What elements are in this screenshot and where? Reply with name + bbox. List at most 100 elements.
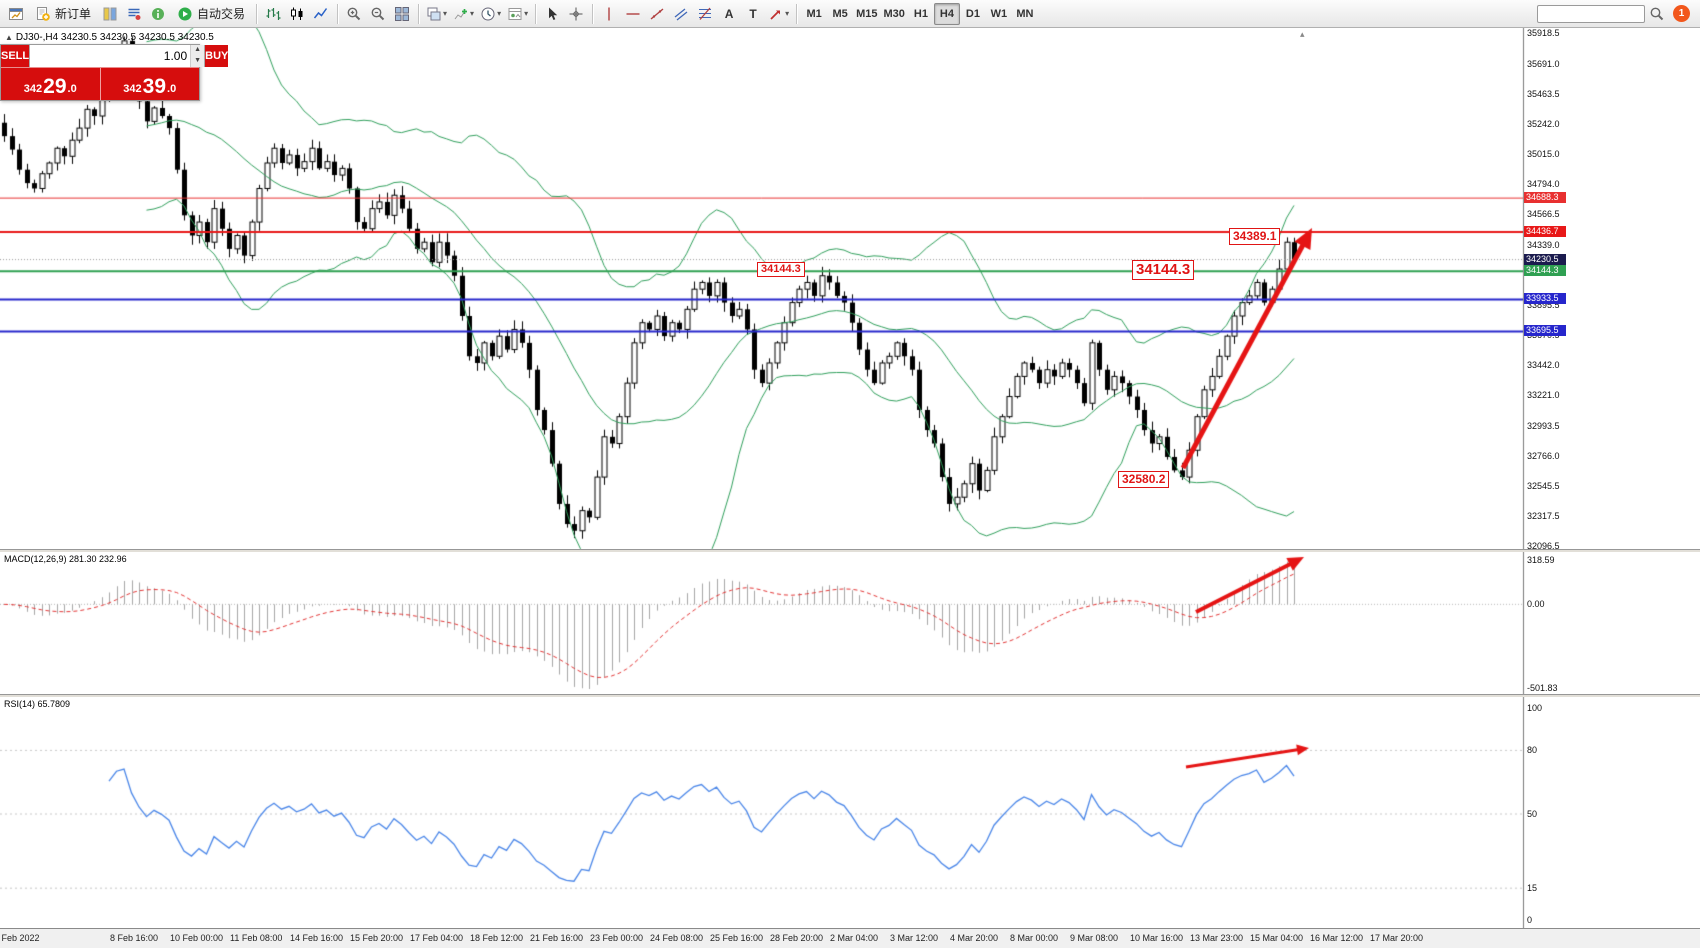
cursor-button[interactable] — [540, 3, 564, 25]
zoom-in-button[interactable] — [342, 3, 366, 25]
timeframe-d1[interactable]: D1 — [965, 7, 980, 20]
vertical-line-button[interactable] — [597, 3, 621, 25]
chevron-down-icon: ▾ — [497, 9, 502, 18]
time-axis-label: 14 Feb 16:00 — [290, 933, 344, 943]
time-axis-label: 15 Mar 04:00 — [1250, 933, 1304, 943]
candlestick-chart-icon — [289, 6, 305, 22]
timeframe-h1[interactable]: H1 — [913, 7, 928, 20]
zoom-out-button[interactable] — [366, 3, 390, 25]
volume-input[interactable] — [30, 45, 191, 67]
autotrading-button[interactable]: 自动交易 — [170, 3, 252, 25]
autotrading-icon — [177, 6, 193, 22]
chart-title: ▲ DJ30-,H4 34230.5 34230.5 34230.5 34230.… — [5, 32, 214, 43]
bar-chart-button[interactable] — [261, 3, 285, 25]
rsi-panel-separator[interactable] — [0, 694, 1700, 697]
toolbar-separator — [796, 3, 798, 24]
chart-profiles-button[interactable] — [98, 3, 122, 25]
time-axis-label: 4 Mar 20:00 — [950, 933, 999, 943]
symbol-marker-icon: ▲ — [5, 33, 13, 42]
templates-button[interactable]: ▾ — [504, 3, 531, 25]
templates-icon — [507, 6, 523, 22]
channel-button[interactable] — [669, 3, 693, 25]
time-axis-label: 10 Mar 16:00 — [1130, 933, 1184, 943]
tile-windows-icon — [394, 6, 410, 22]
autotrading-label: 自动交易 — [197, 7, 246, 21]
fibonacci-button[interactable] — [693, 3, 717, 25]
time-axis[interactable]: 8 Feb 2022 8 Feb 16:00 10 Feb 00:00 11 Feb … — [0, 928, 1700, 948]
bar-chart-icon — [265, 6, 281, 22]
chevron-down-icon: ▾ — [524, 9, 529, 18]
candlestick-chart-button[interactable] — [285, 3, 309, 25]
chart-title-text: DJ30-,H4 34230.5 34230.5 34230.5 34230.5 — [15, 32, 214, 43]
search-button[interactable] — [1645, 3, 1669, 25]
crosshair-icon — [568, 6, 584, 22]
toolbar-separator — [592, 3, 594, 24]
time-axis-label: 2 Mar 04:00 — [830, 933, 879, 943]
text-button[interactable]: A — [724, 6, 734, 21]
timeframe-h4[interactable]: H4 — [933, 2, 960, 25]
channel-icon — [673, 6, 689, 22]
time-axis-label: 25 Feb 16:00 — [710, 933, 764, 943]
data-window-button[interactable] — [146, 3, 170, 25]
notification-badge[interactable]: 1 — [1673, 5, 1690, 22]
volume-stepper: ▲ ▼ — [190, 45, 205, 67]
price-divider — [99, 68, 101, 100]
buy-price[interactable]: 342 39.0 — [101, 68, 200, 100]
buy-button[interactable]: BUY — [205, 45, 229, 67]
line-chart-button[interactable] — [309, 3, 333, 25]
macd-label: MACD(12,26,9) 281.30 232.96 — [4, 554, 127, 564]
arrows-tool-button[interactable]: ▾ — [765, 3, 792, 25]
indicators-icon — [453, 6, 469, 22]
new-order-button[interactable]: 新订单 — [28, 3, 98, 25]
time-axis-label: 28 Feb 20:00 — [770, 933, 824, 943]
volume-up-button[interactable]: ▲ — [194, 46, 202, 53]
volume-field: ▲ ▼ — [29, 45, 206, 67]
cascade-windows-button[interactable]: ▾ — [423, 3, 450, 25]
market-watch-icon — [126, 6, 142, 22]
sell-price-prefix: 342 — [23, 83, 43, 95]
timeframe-m15[interactable]: M15 — [856, 7, 878, 20]
time-axis-label: 8 Feb 2022 — [0, 933, 40, 943]
timeframe-m5[interactable]: M5 — [832, 7, 848, 20]
volume-down-button[interactable]: ▼ — [194, 57, 202, 64]
crosshair-button[interactable] — [564, 3, 588, 25]
fibonacci-icon — [697, 6, 713, 22]
indicators-button[interactable]: ▾ — [450, 3, 477, 25]
new-order-icon — [35, 6, 51, 22]
toolbar-separator — [418, 3, 420, 24]
main-toolbar: 新订单 自动交易 — [0, 0, 1700, 28]
timeframe-group: M1 M5 M15 M30 H1 H4 D1 W1 MN — [801, 2, 1038, 25]
sell-button[interactable]: SELL — [1, 45, 30, 67]
price-chart-canvas[interactable] — [0, 28, 1700, 928]
time-axis-label: 15 Feb 20:00 — [350, 933, 404, 943]
timeframe-m30[interactable]: M30 — [883, 7, 905, 20]
market-watch-button[interactable] — [122, 3, 146, 25]
text-label-button[interactable]: T — [749, 6, 757, 21]
sell-price[interactable]: 342 29.0 — [1, 68, 100, 100]
chart-workspace: ▲ DJ30-,H4 34230.5 34230.5 34230.5 34230.… — [0, 28, 1700, 948]
cascade-windows-icon — [426, 6, 442, 22]
buy-price-frac: .0 — [167, 83, 177, 95]
arrow-tool-icon — [768, 6, 784, 22]
time-axis-label: 11 Feb 08:00 — [230, 933, 283, 943]
periods-button[interactable]: ▾ — [477, 3, 504, 25]
chart-shift-marker[interactable]: ▴ — [1300, 29, 1305, 39]
time-axis-label: 17 Mar 20:00 — [1370, 933, 1424, 943]
time-axis-label: 13 Mar 23:00 — [1190, 933, 1244, 943]
chart-profiles-icon — [102, 6, 118, 22]
chart-window-button[interactable] — [4, 3, 28, 25]
time-axis-label: 16 Mar 12:00 — [1310, 933, 1364, 943]
macd-panel-separator[interactable] — [0, 549, 1700, 552]
timeframe-w1[interactable]: W1 — [990, 7, 1008, 20]
tile-windows-button[interactable] — [390, 3, 414, 25]
time-axis-label: 9 Mar 08:00 — [1070, 933, 1119, 943]
timeframe-m1[interactable]: M1 — [806, 7, 822, 20]
time-axis-label: 18 Feb 12:00 — [470, 933, 524, 943]
search-input[interactable] — [1537, 4, 1645, 23]
chevron-down-icon: ▾ — [470, 9, 475, 18]
timeframe-mn[interactable]: MN — [1016, 7, 1034, 20]
zoom-out-icon — [370, 6, 386, 22]
horizontal-line-button[interactable] — [621, 3, 645, 25]
trendline-button[interactable] — [645, 3, 669, 25]
